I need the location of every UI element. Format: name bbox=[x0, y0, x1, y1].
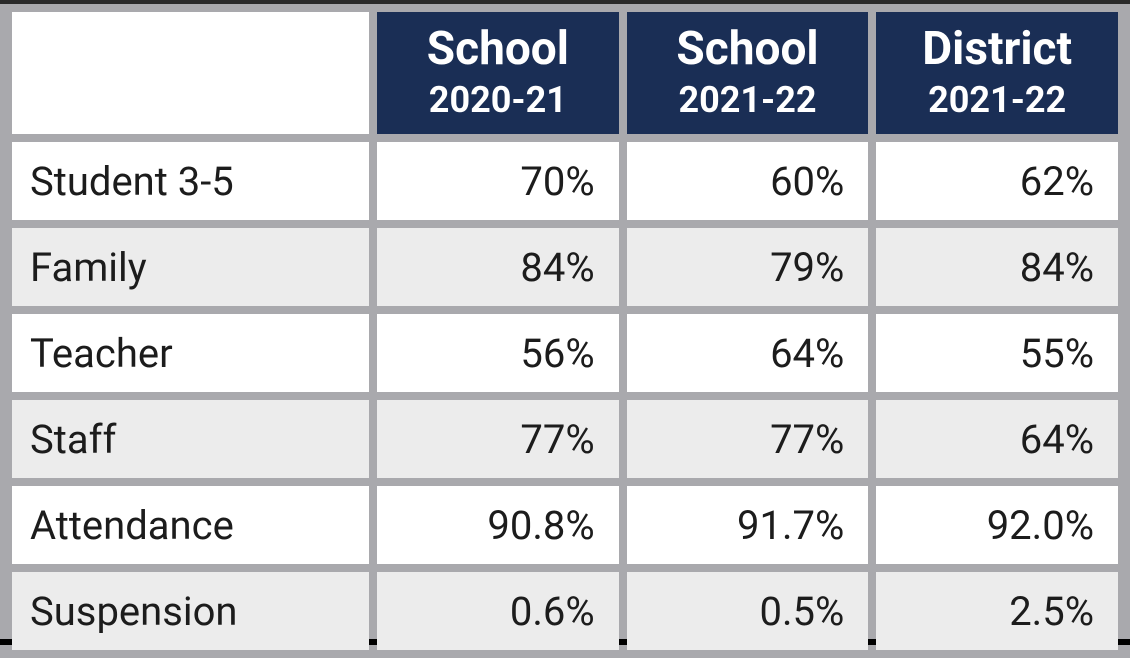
table-row: Suspension 0.6% 0.5% 2.5% bbox=[12, 572, 1118, 650]
cell: 56% bbox=[377, 314, 619, 392]
cell: 90.8% bbox=[377, 486, 619, 564]
cell: 62% bbox=[876, 142, 1118, 220]
table-row: Staff 77% 77% 64% bbox=[12, 400, 1118, 478]
data-table: School 2020-21 School 2021-22 District 2… bbox=[4, 4, 1126, 658]
row-label: Student 3-5 bbox=[12, 142, 369, 220]
cell: 70% bbox=[377, 142, 619, 220]
cell: 64% bbox=[876, 400, 1118, 478]
cell: 0.6% bbox=[377, 572, 619, 650]
table-row: Student 3-5 70% 60% 62% bbox=[12, 142, 1118, 220]
table-header-row: School 2020-21 School 2021-22 District 2… bbox=[12, 12, 1118, 134]
cell: 79% bbox=[627, 228, 869, 306]
row-label: Attendance bbox=[12, 486, 369, 564]
row-label: Teacher bbox=[12, 314, 369, 392]
table-container: School 2020-21 School 2021-22 District 2… bbox=[0, 0, 1130, 645]
cell: 2.5% bbox=[876, 572, 1118, 650]
table-row: Attendance 90.8% 91.7% 92.0% bbox=[12, 486, 1118, 564]
row-label: Family bbox=[12, 228, 369, 306]
cell: 91.7% bbox=[627, 486, 869, 564]
header-line1: School bbox=[383, 22, 613, 77]
cell: 0.5% bbox=[627, 572, 869, 650]
cell: 60% bbox=[627, 142, 869, 220]
row-label: Suspension bbox=[12, 572, 369, 650]
cell: 77% bbox=[377, 400, 619, 478]
header-line2: 2021-22 bbox=[633, 79, 863, 122]
cell: 84% bbox=[377, 228, 619, 306]
table-row: Teacher 56% 64% 55% bbox=[12, 314, 1118, 392]
cell: 55% bbox=[876, 314, 1118, 392]
table-row: Family 84% 79% 84% bbox=[12, 228, 1118, 306]
header-district-2021-22: District 2021-22 bbox=[876, 12, 1118, 134]
row-label: Staff bbox=[12, 400, 369, 478]
header-line1: District bbox=[882, 22, 1112, 77]
cell: 64% bbox=[627, 314, 869, 392]
cell: 84% bbox=[876, 228, 1118, 306]
header-school-2020-21: School 2020-21 bbox=[377, 12, 619, 134]
cell: 92.0% bbox=[876, 486, 1118, 564]
header-empty bbox=[12, 12, 369, 134]
header-line2: 2020-21 bbox=[383, 79, 613, 122]
cell: 77% bbox=[627, 400, 869, 478]
header-line1: School bbox=[633, 22, 863, 77]
header-school-2021-22: School 2021-22 bbox=[627, 12, 869, 134]
header-line2: 2021-22 bbox=[882, 79, 1112, 122]
